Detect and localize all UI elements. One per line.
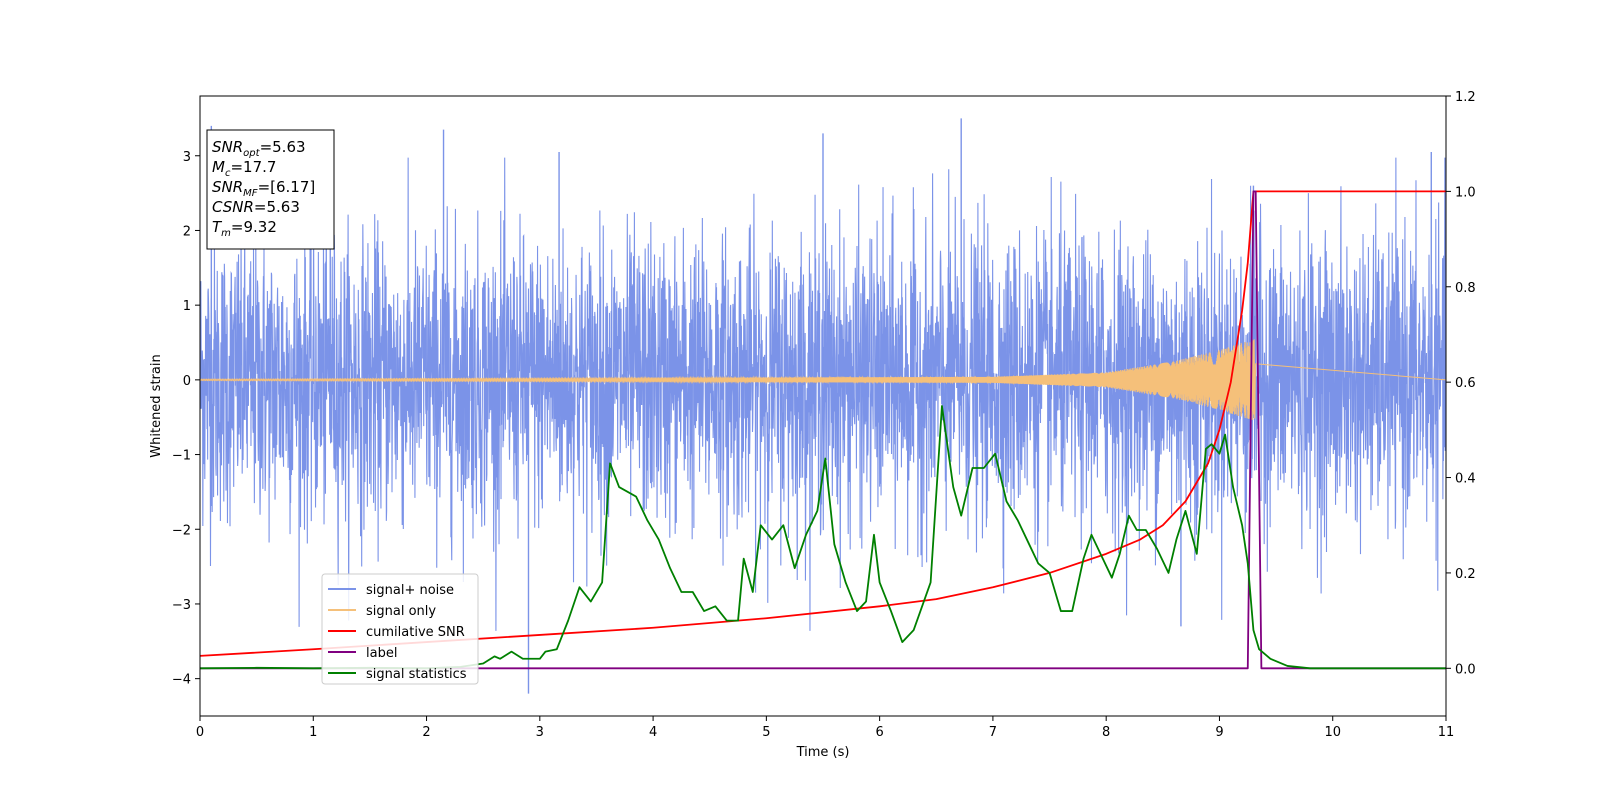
y-tick-label-left: −4 bbox=[172, 673, 191, 688]
legend-entry: signal+ noise bbox=[366, 583, 454, 598]
y-axis-right: 0.0 0.2 0.4 0.6 0.8 1.0 1.2 bbox=[1446, 90, 1476, 677]
signal-only-line bbox=[200, 339, 1446, 420]
y-tick-label-right: 0.8 bbox=[1455, 281, 1476, 296]
plot-frame bbox=[199, 95, 1447, 717]
legend-entry: label bbox=[366, 646, 397, 661]
series-cumulative-snr bbox=[200, 190, 1446, 657]
x-tick-label: 4 bbox=[649, 725, 657, 740]
cumulative-snr-line bbox=[200, 190, 1446, 657]
x-tick-label: 0 bbox=[196, 725, 204, 740]
x-tick-label: 9 bbox=[1215, 725, 1223, 740]
annotation-line: Tm=9.32 bbox=[212, 218, 277, 239]
x-axis: 0 1 2 3 4 5 6 7 8 9 10 11 bbox=[196, 716, 1454, 740]
y-tick-label-right: 0.2 bbox=[1455, 567, 1476, 582]
legend-entry: cumilative SNR bbox=[366, 625, 465, 640]
y-tick-label-right: 1.0 bbox=[1455, 185, 1476, 200]
legend-entry: signal only bbox=[366, 604, 436, 619]
x-tick-label: 1 bbox=[309, 725, 317, 740]
y-tick-label-right: 0.6 bbox=[1455, 376, 1476, 391]
plot-area bbox=[200, 118, 1446, 694]
label-line bbox=[200, 190, 1446, 670]
y-tick-label-left: −1 bbox=[172, 449, 191, 464]
y-tick-label-right: 0.4 bbox=[1455, 472, 1476, 487]
x-tick-label: 2 bbox=[422, 725, 430, 740]
x-axis-label: Time (s) bbox=[796, 745, 850, 760]
y-tick-label-right: 1.2 bbox=[1455, 90, 1476, 105]
x-tick-label: 6 bbox=[875, 725, 883, 740]
y-tick-label-left: 1 bbox=[183, 299, 191, 314]
y-tick-label-right: 0.0 bbox=[1455, 662, 1476, 677]
y-tick-label-left: −2 bbox=[172, 523, 191, 538]
series-signal-statistics bbox=[200, 405, 1446, 670]
series-signal-only bbox=[200, 339, 1446, 420]
annotation-line: SNRopt=5.63 bbox=[212, 138, 306, 159]
x-tick-label: 3 bbox=[536, 725, 544, 740]
y-axis-label: Whitened strain bbox=[149, 354, 164, 457]
y-tick-label-left: 2 bbox=[183, 224, 191, 239]
y-axis-left: −4 −3 −2 −1 0 1 2 3 bbox=[172, 150, 200, 688]
x-tick-label: 5 bbox=[762, 725, 770, 740]
x-tick-label: 10 bbox=[1324, 725, 1341, 740]
annotation-line: CSNR=5.63 bbox=[212, 198, 300, 216]
legend: signal+ noise signal only cumilative SNR la… bbox=[321, 573, 479, 685]
x-tick-label: 8 bbox=[1102, 725, 1110, 740]
series-label bbox=[200, 190, 1446, 670]
y-tick-label-left: 3 bbox=[183, 150, 191, 165]
y-tick-label-left: 0 bbox=[183, 374, 191, 389]
annotation-line: Mc=17.7 bbox=[212, 158, 276, 179]
annotation-line: SNRMF=[6.17] bbox=[212, 178, 315, 199]
x-tick-label: 11 bbox=[1438, 725, 1455, 740]
signal-statistics-line bbox=[200, 405, 1446, 670]
x-tick-label: 7 bbox=[989, 725, 997, 740]
y-tick-label-left: −3 bbox=[172, 598, 191, 613]
legend-entry: signal statistics bbox=[366, 667, 467, 682]
